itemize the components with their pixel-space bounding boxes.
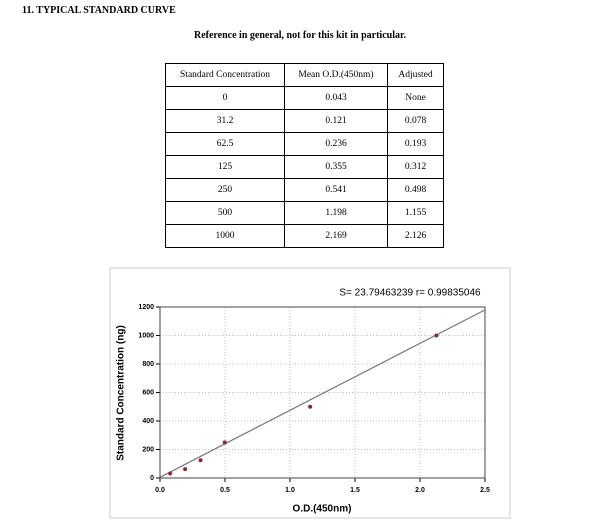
table-cell: 1.198: [284, 201, 388, 225]
table-cell: 0.193: [387, 132, 444, 156]
data-point: [308, 404, 313, 409]
table-cell: 0.312: [387, 155, 444, 179]
table-cell: Adjusted: [387, 63, 444, 87]
table-row: 62.5 0.236 0.193: [165, 132, 444, 156]
table-cell: Standard Concentration: [165, 63, 285, 87]
y-tick-label: 1200: [138, 304, 154, 311]
caption: Reference in general, not for this kit i…: [193, 30, 407, 41]
data-point: [434, 333, 439, 338]
y-tick-label: 800: [142, 361, 154, 368]
data-point: [222, 440, 227, 445]
y-axis-label: Standard Concentration (ng): [116, 325, 127, 461]
x-tick-label: 1.5: [350, 487, 360, 494]
fit-line: [159, 309, 486, 478]
y-tick-label: 0: [150, 475, 154, 482]
table-cell: 0.121: [284, 109, 388, 133]
table-row: 1000 2.169 2.126: [165, 224, 444, 248]
table-header: Standard Concentration Mean O.D.(450nm) Ad…: [165, 63, 444, 87]
table-row: 0 0.043 None: [165, 86, 444, 110]
table-cell: 0.355: [284, 155, 388, 179]
x-tick-label: 2.0: [415, 487, 425, 494]
table-row: 250 0.541 0.498: [165, 178, 444, 202]
table-cell: 62.5: [165, 132, 285, 156]
plot-area: [159, 306, 486, 479]
table-cell: 500: [165, 201, 285, 225]
table-row: 125 0.355 0.312: [165, 155, 444, 179]
data-point: [183, 467, 188, 472]
table-cell: 0.541: [284, 178, 388, 202]
table-cell: 1000: [165, 224, 285, 248]
chart-frame: [109, 267, 511, 519]
data-point: [168, 471, 173, 476]
x-tick-label: 0.0: [155, 487, 165, 494]
y-tick-label: 200: [142, 446, 154, 453]
standard-table: Standard Concentration Mean O.D.(450nm) Ad…: [165, 63, 444, 248]
table-cell: 2.126: [387, 224, 444, 248]
table-cell: 2.169: [284, 224, 388, 248]
table-cell: 0.498: [387, 178, 444, 202]
x-tick-label: 0.5: [220, 487, 230, 494]
y-tick-label: 1000: [138, 332, 154, 339]
x-axis-label: O.D.(450nm): [293, 504, 352, 515]
fit-annotation: S= 23.79463239 r= 0.99835046: [339, 288, 481, 299]
x-tick-label: 2.5: [480, 487, 490, 494]
y-tick-label: 400: [142, 418, 154, 425]
x-tick-label: 1.0: [285, 487, 295, 494]
data-point: [198, 458, 203, 463]
section-title: 11. TYPICAL STANDARD CURVE: [22, 5, 176, 16]
y-tick-label: 600: [142, 389, 154, 396]
